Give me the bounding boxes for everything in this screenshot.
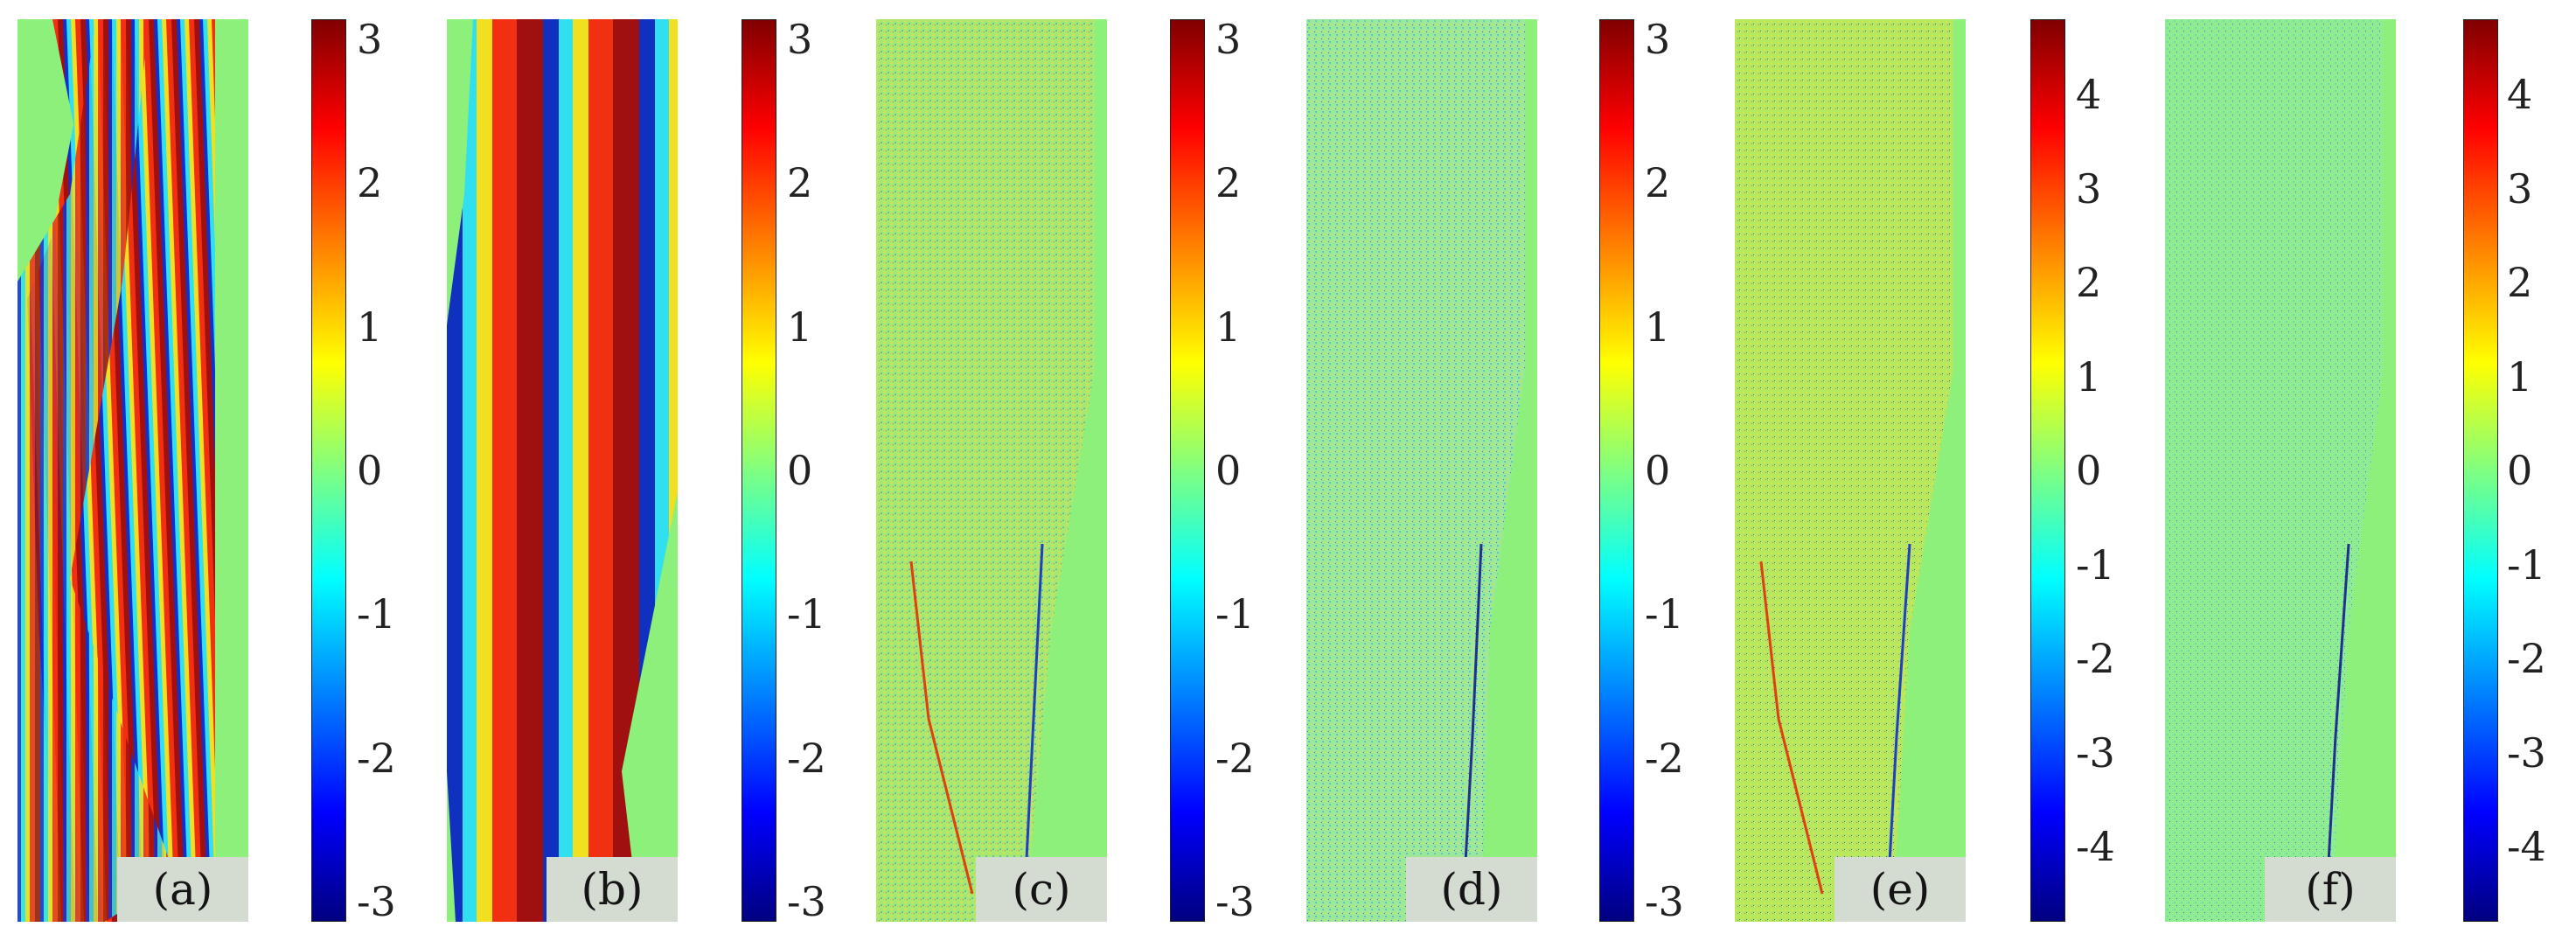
colorbar-tick-label: -3 (1215, 877, 1255, 925)
colorbar-tick-label: 0 (787, 447, 813, 494)
colorbar-tick-label: 3 (787, 16, 813, 63)
colorbar-tick-label: -1 (2507, 540, 2546, 589)
colorbar-tick-label: 0 (2076, 447, 2102, 494)
colorbar-tick-label: 0 (1645, 447, 1671, 494)
colorbar-a (311, 19, 346, 922)
colorbar-tick-label: -3 (1645, 877, 1684, 925)
panel-c: (c) (876, 19, 1107, 922)
panel-label-a: (a) (117, 857, 248, 922)
colorbar-tick-label: 3 (2507, 164, 2533, 213)
colorbar-tick-label: -3 (2076, 728, 2115, 777)
residual-map-e (1735, 19, 1966, 922)
panel-label-c: (c) (976, 857, 1107, 922)
colorbar-f (2463, 19, 2498, 922)
colorbar-tick-label: 3 (1645, 16, 1671, 63)
colorbar-tick-label: 1 (1215, 303, 1242, 351)
colorbar-tick-label: -2 (2076, 635, 2115, 682)
colorbar-tick-label: -1 (1645, 590, 1684, 638)
colorbar-tick-label: 1 (2076, 352, 2102, 401)
panel-f: (f) (2165, 19, 2396, 922)
colorbar-tick-label: 1 (357, 303, 383, 351)
colorbar-tick-label: -3 (2507, 728, 2546, 777)
residual-map-f (2165, 19, 2396, 922)
colorbar-tick-label: 2 (1645, 159, 1671, 207)
panel-label-d: (d) (1406, 857, 1537, 922)
colorbar-tick-label: 2 (2507, 259, 2533, 306)
colorbar-tick-label: -2 (2507, 635, 2546, 682)
colorbar-tick-label: -1 (1215, 590, 1255, 638)
panel-label-b: (b) (547, 857, 678, 922)
colorbar-tick-label: 3 (357, 16, 383, 63)
colorbar-tick-label: -4 (2507, 823, 2546, 870)
residual-map-c (876, 19, 1107, 922)
colorbar-tick-label: 2 (787, 159, 813, 207)
phase-map-a (17, 19, 248, 922)
panel-label-f: (f) (2265, 857, 2396, 922)
panel-e: (e) (1735, 19, 1966, 922)
panel-d: (d) (1306, 19, 1537, 922)
colorbar-tick-label: -3 (357, 877, 396, 925)
colorbar-tick-label: 2 (2076, 259, 2102, 306)
colorbar-tick-label: 0 (2507, 447, 2533, 494)
panel-a: (a) (17, 19, 248, 922)
colorbar-tick-label: -2 (787, 734, 826, 782)
colorbar-tick-label: -1 (2076, 540, 2115, 589)
colorbar-tick-label: 3 (1215, 16, 1242, 63)
colorbar-d (1599, 19, 1634, 922)
colorbar-tick-label: 1 (2507, 352, 2533, 401)
colorbar-tick-label: 0 (357, 447, 383, 494)
colorbar-tick-label: 1 (1645, 303, 1671, 351)
colorbar-tick-label: -2 (1215, 734, 1255, 782)
colorbar-tick-label: -2 (1645, 734, 1684, 782)
colorbar-tick-label: -3 (787, 877, 826, 925)
colorbar-tick-label: -1 (357, 590, 396, 638)
colorbar-b (741, 19, 776, 922)
colorbar-tick-label: 1 (787, 303, 813, 351)
colorbar-tick-label: -1 (787, 590, 826, 638)
colorbar-c (1170, 19, 1205, 922)
panel-b: (b) (447, 19, 678, 922)
colorbar-e (2030, 19, 2065, 922)
colorbar-tick-label: 0 (1215, 447, 1242, 494)
colorbar-tick-label: 2 (1215, 159, 1242, 207)
phase-map-b (447, 19, 678, 922)
colorbar-tick-label: 4 (2076, 71, 2102, 118)
colorbar-tick-label: -2 (357, 734, 396, 782)
colorbar-tick-label: 4 (2507, 71, 2533, 118)
panel-label-e: (e) (1835, 857, 1966, 922)
colorbar-tick-label: 2 (357, 159, 383, 207)
colorbar-tick-label: -4 (2076, 823, 2115, 870)
residual-map-d (1306, 19, 1537, 922)
colorbar-tick-label: 3 (2076, 164, 2102, 213)
